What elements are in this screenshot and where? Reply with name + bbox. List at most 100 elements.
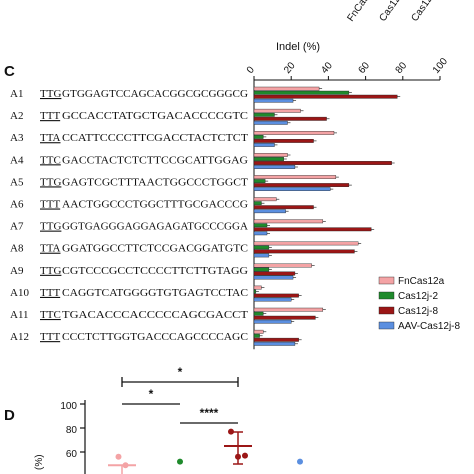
bar-cas12j-2	[253, 333, 260, 338]
header-label: Cas12	[409, 0, 435, 24]
bar-aav-cas12j-8	[253, 120, 288, 125]
bar-aav-cas12j-8	[253, 142, 275, 147]
guide-id-label: A9	[10, 265, 24, 277]
legend-label-fncas12a: FnCas12a	[398, 276, 445, 287]
bar-cas12j-8	[253, 337, 299, 342]
bar-fncas12a	[253, 175, 337, 179]
pam-sequence: TTG	[40, 221, 61, 233]
indel-tick-label: 0	[245, 64, 257, 76]
bar-cas12j-8	[253, 138, 314, 143]
bar-fncas12a	[253, 263, 312, 268]
pam-sequence: TTG	[40, 176, 61, 188]
guide-id-label: A3	[10, 132, 24, 144]
bar-cas12j-2	[253, 157, 284, 161]
legend-swatch-aav-cas12j-8	[378, 321, 395, 330]
pam-sequence: TTG	[40, 88, 61, 100]
guide-id-label: A11	[10, 309, 29, 321]
indel-tick-label: 40	[319, 60, 335, 76]
pam-sequence: TTA	[40, 243, 61, 255]
spacer-sequence: GGATGGCCTTCTCCGACGGATGTC	[62, 243, 248, 255]
d-y-tick-label: 80	[66, 425, 78, 436]
spacer-sequence: GTGGAGTCCAGCACGGCGCGGGCG	[62, 88, 248, 100]
d-y-tick-label: 100	[60, 401, 77, 412]
header-label: FnCas	[345, 0, 371, 24]
guide-id-label: A6	[10, 199, 24, 211]
spacer-sequence: GCCACCTATGCTGACACCCCGTC	[62, 110, 248, 122]
bar-cas12j-8	[253, 271, 296, 276]
bar-cas12j-8	[253, 116, 327, 121]
bar-cas12j-2	[253, 289, 257, 294]
spacer-sequence: TGACACCCACCCCCAGCGACCT	[62, 309, 248, 321]
spacer-sequence: CCATTCCCCTTCGACCTACTCTCT	[62, 132, 248, 144]
bar-aav-cas12j-8	[253, 341, 296, 346]
guide-id-label: A8	[10, 243, 24, 255]
bar-cas12j-2	[253, 311, 264, 316]
spacer-sequence: AACTGGCCCTGGCTTTGCGACCCG	[62, 199, 248, 211]
legend-label-aav-cas12j-8: AAV-Cas12j-8	[398, 321, 461, 332]
pam-sequence: TTC	[40, 154, 61, 166]
bar-fncas12a	[253, 219, 324, 224]
bar-aav-cas12j-8	[253, 319, 292, 324]
panel-c-letter: C	[4, 63, 15, 80]
d-y-axis-label: (%)	[34, 454, 45, 470]
bar-cas12j-2	[253, 134, 264, 139]
bar-aav-cas12j-8	[253, 275, 294, 280]
pam-sequence: TTT	[40, 287, 60, 299]
bar-cas12j-2	[253, 112, 275, 117]
legend-label-cas12j-8: Cas12j-8	[398, 306, 438, 317]
bar-fncas12a	[253, 285, 262, 290]
bar-aav-cas12j-8	[253, 209, 286, 214]
bar-cas12j-2	[253, 223, 268, 228]
bar-fncas12a	[253, 197, 277, 202]
bar-aav-cas12j-8	[253, 187, 331, 191]
bar-cas12j-2	[253, 90, 350, 95]
bar-fncas12a	[253, 329, 264, 334]
bar-aav-cas12j-8	[253, 231, 268, 236]
legend-label-cas12j-2: Cas12j-2	[398, 291, 438, 302]
bar-cas12j-8	[253, 183, 350, 187]
pam-sequence: TTT	[40, 199, 60, 211]
guide-id-label: A4	[10, 154, 24, 166]
pam-sequence: TTT	[40, 331, 60, 343]
d-sig-label: *	[178, 365, 183, 379]
spacer-sequence: GACCTACTCTCTTCCGCATTGGAG	[62, 154, 248, 166]
bar-fncas12a	[253, 86, 320, 91]
guide-id-label: A12	[10, 331, 29, 343]
bar-aav-cas12j-8	[253, 253, 270, 258]
pam-sequence: TTT	[40, 110, 60, 122]
bar-cas12j-2	[253, 179, 266, 183]
pam-sequence: TTC	[40, 309, 61, 321]
legend-swatch-cas12j-8	[378, 306, 395, 315]
spacer-sequence: GAGTCGCTTTAACTGGCCCTGGCT	[62, 176, 248, 188]
bar-fncas12a	[253, 108, 301, 113]
legend-swatch-cas12j-2	[378, 291, 395, 300]
spacer-sequence: CCCTCTTGGTGACCCAGCCCCAGC	[62, 331, 248, 343]
pam-sequence: TTA	[40, 132, 61, 144]
bar-fncas12a	[253, 153, 288, 157]
legend-swatch-fncas12a	[378, 276, 395, 285]
indel-bars	[253, 86, 401, 346]
bar-cas12j-8	[253, 205, 314, 210]
d-point-cas12j-8	[242, 452, 248, 459]
header-label: Cas12	[377, 0, 403, 24]
bar-cas12j-8	[253, 227, 372, 232]
bar-aav-cas12j-8	[253, 165, 296, 169]
spacer-sequence: CGTCCCGCCTCCCCTTCTTGTAGG	[62, 265, 248, 277]
bar-cas12j-8	[253, 293, 299, 298]
bar-fncas12a	[253, 307, 324, 312]
spacer-sequence: CAGGTCATGGGGTGTGAGTCCTAC	[62, 287, 248, 299]
bar-cas12j-2	[253, 267, 270, 272]
bar-cas12j-8	[253, 249, 355, 254]
bar-fncas12a	[253, 130, 335, 135]
guide-id-label: A10	[10, 287, 29, 299]
guide-id-label: A5	[10, 176, 24, 188]
d-sig-label: ****	[200, 406, 219, 420]
pam-sequence: TTG	[40, 265, 61, 277]
bar-fncas12a	[253, 241, 359, 246]
indel-tick-label: 60	[356, 60, 372, 76]
guide-id-label: A1	[10, 88, 23, 100]
guide-id-label: A7	[10, 221, 24, 233]
d-point-aav-cas12j-8	[297, 458, 303, 465]
